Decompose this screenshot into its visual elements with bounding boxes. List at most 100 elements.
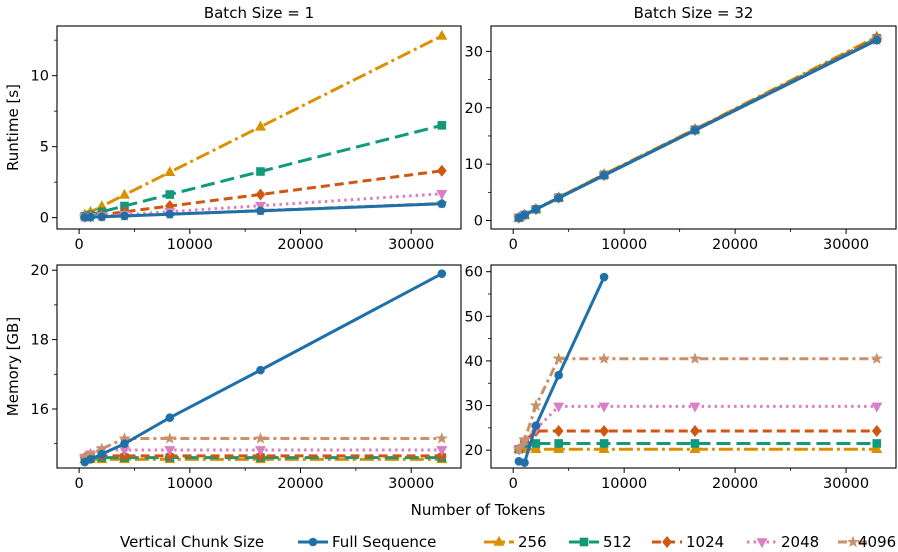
legend-marker [493, 535, 505, 546]
data-point [598, 402, 610, 413]
data-point [599, 424, 609, 437]
data-point [871, 424, 882, 437]
data-point [120, 439, 129, 449]
data-point [437, 269, 447, 278]
x-tick-label: 30000 [823, 476, 869, 492]
data-point [599, 171, 609, 180]
data-point [872, 439, 882, 448]
subplot-1: 0 10000 20000 30000 0 5 10 Batch Size = 1 Runtim… [4, 4, 462, 253]
subplot-title: Batch Size = 1 [204, 4, 314, 22]
legend-marker [308, 537, 318, 547]
data-point [86, 212, 95, 222]
x-tick-label: 20000 [277, 237, 323, 253]
y-tick-label: 30 [465, 44, 483, 60]
legend-marker [662, 536, 672, 548]
legend-marker [756, 538, 768, 549]
series-full-sequence [514, 35, 882, 223]
series-group [78, 29, 448, 224]
series-line [518, 276, 606, 465]
legend-entry-256: 256 [484, 533, 547, 551]
data-point [120, 211, 129, 221]
data-point [164, 166, 176, 177]
data-point [165, 209, 175, 219]
subplot-title: Batch Size = 32 [634, 4, 754, 22]
y-tick-label: 20 [31, 263, 49, 279]
x-tick-label: 10000 [167, 237, 213, 253]
x-axis-title: Number of Tokens [411, 501, 546, 519]
legend-entry-2048: 2048 [747, 533, 819, 551]
x-tick-label: 10000 [601, 237, 647, 253]
data-point [436, 29, 448, 40]
subplot-2: 0 10000 20000 30000 0 10 20 30 Batch Size = 32 [465, 4, 897, 253]
series-full-sequence [80, 269, 447, 467]
series-256 [513, 443, 883, 454]
axes-frame [56, 25, 462, 230]
subplot-3: 0 10000 20000 30000 16 18 20 Memory [GB] [4, 263, 462, 492]
data-point [554, 370, 563, 380]
data-point [256, 167, 265, 176]
x-tick-label: 30000 [823, 237, 869, 253]
data-point [529, 399, 542, 411]
x-tick-label: 30000 [388, 476, 434, 492]
data-point [118, 188, 130, 199]
data-point [436, 446, 448, 457]
data-point [436, 189, 448, 200]
axes-frame [56, 264, 462, 469]
y-tick-label: 5 [40, 140, 49, 156]
data-point [690, 126, 700, 135]
data-point [553, 402, 565, 413]
data-point [530, 443, 542, 454]
data-point [871, 443, 883, 454]
data-point [690, 439, 700, 448]
data-point [520, 458, 529, 467]
data-point [690, 424, 700, 437]
data-point [554, 439, 563, 448]
data-point [256, 206, 265, 216]
legend-label: 4096 [858, 533, 896, 551]
x-tick-label: 30000 [388, 237, 434, 253]
y-tick-label: 40 [465, 354, 483, 370]
x-tick-label: 20000 [277, 476, 323, 492]
series-line [84, 34, 443, 217]
y-tick-label: 30 [465, 399, 483, 415]
legend-label: 512 [603, 533, 632, 551]
y-tick-label: 0 [474, 214, 483, 230]
data-point [531, 439, 541, 448]
legend-entry-full-sequence: Full Sequence [298, 533, 436, 551]
data-point [255, 188, 266, 201]
data-point [435, 432, 448, 444]
data-point [552, 352, 565, 364]
axes-frame [490, 25, 897, 230]
legend-entry-512: 512 [569, 533, 632, 551]
series-group [78, 269, 448, 467]
data-point [254, 120, 266, 131]
y-tick-label: 18 [31, 333, 49, 349]
x-tick-label: 0 [75, 476, 84, 492]
data-point [531, 421, 541, 430]
y-axis-title: Runtime [s] [4, 84, 22, 171]
y-tick-label: 60 [465, 265, 483, 281]
data-point [97, 212, 107, 222]
data-point [436, 164, 447, 177]
data-point [598, 443, 610, 454]
y-axis-title: Memory [GB] [4, 317, 22, 416]
data-point [437, 199, 447, 209]
y-tick-label: 16 [31, 402, 49, 418]
data-point [531, 204, 541, 214]
y-tick-label: 20 [465, 101, 483, 117]
y-tick-label: 20 [465, 443, 483, 459]
series-full-sequence [80, 199, 447, 222]
x-tick-label: 0 [509, 476, 518, 492]
series-full-sequence [514, 272, 609, 467]
data-point [518, 433, 531, 446]
legend-label: 2048 [781, 533, 819, 551]
axes-frame [490, 264, 897, 469]
data-point [871, 402, 883, 413]
y-tick-label: 50 [465, 309, 483, 325]
data-point [163, 432, 176, 444]
data-point [520, 210, 529, 220]
data-point [165, 190, 175, 199]
x-tick-label: 20000 [712, 237, 758, 253]
legend-label: Full Sequence [332, 533, 436, 551]
